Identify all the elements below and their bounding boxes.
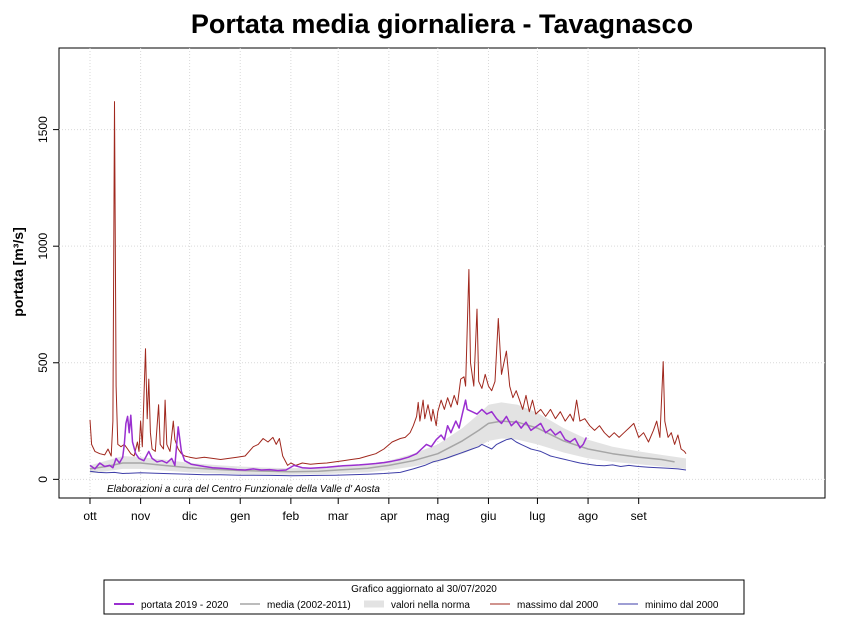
- x-tick-label: ott: [83, 509, 97, 523]
- legend-label: valori nella norma: [391, 600, 470, 611]
- legend-label: minimo dal 2000: [645, 600, 719, 611]
- y-tick-label: 1000: [36, 233, 50, 260]
- series-line-0: [89, 399, 588, 472]
- x-tick-label: feb: [283, 509, 300, 523]
- norm-band: [90, 402, 686, 475]
- legend-label: media (2002-2011): [267, 600, 351, 611]
- norm-band-layer: [90, 402, 686, 475]
- chart-title: Portata media giornaliera - Tavagnasco: [191, 9, 693, 39]
- y-axis-label: portata [m³/s]: [10, 227, 26, 316]
- y-tick-label: 0: [36, 476, 50, 483]
- credit-note: Elaborazioni a cura del Centro Funzional…: [107, 484, 380, 495]
- x-tick-label: mar: [328, 509, 349, 523]
- series-line-1: [89, 420, 675, 473]
- y-tick-label: 500: [36, 352, 50, 372]
- x-tick-label: nov: [131, 509, 150, 523]
- y-axis: 0 500 1000 1500: [36, 116, 59, 483]
- x-tick-label: apr: [380, 509, 397, 523]
- legend-title: Grafico aggiornato al 30/07/2020: [351, 584, 497, 595]
- legend-label: portata 2019 - 2020: [141, 600, 229, 611]
- series-line-3: [89, 438, 687, 477]
- legend-label: massimo dal 2000: [517, 600, 599, 611]
- x-tick-label: mag: [426, 509, 449, 523]
- x-tick-label: set: [631, 509, 648, 523]
- series-line-2: [89, 101, 687, 466]
- legend-box: [103, 579, 745, 615]
- x-tick-label: dic: [182, 509, 197, 523]
- legend-items: portata 2019 - 2020 media (2002-2011) valo…: [114, 600, 719, 611]
- series-layer: [89, 101, 687, 477]
- x-tick-label: gen: [230, 509, 250, 523]
- x-axis: ott nov dic gen feb mar apr mag giu lug ago set: [83, 497, 648, 523]
- x-tick-label: ago: [578, 509, 598, 523]
- y-tick-label: 1500: [36, 116, 50, 143]
- x-tick-label: lug: [529, 509, 545, 523]
- x-tick-label: giu: [480, 509, 496, 523]
